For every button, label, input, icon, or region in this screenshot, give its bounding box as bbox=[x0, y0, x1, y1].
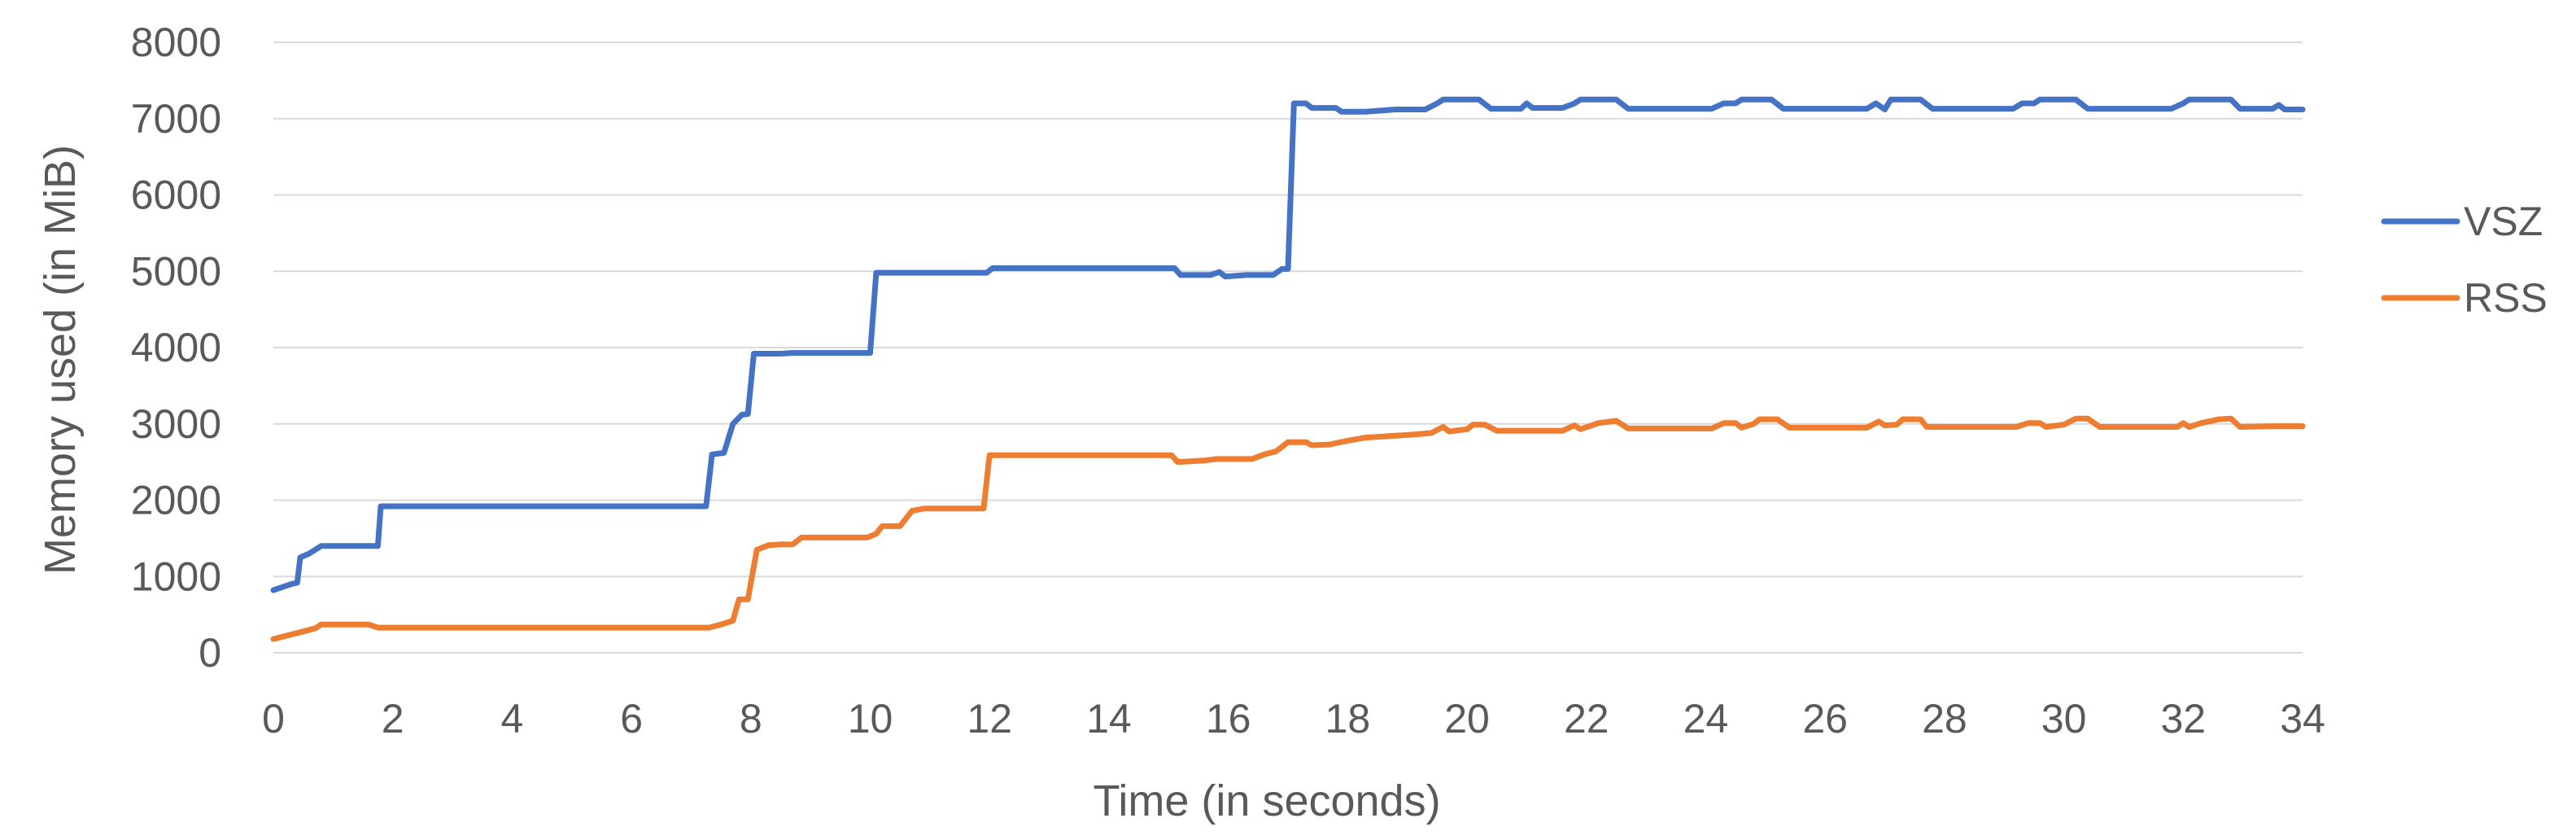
y-tick-label: 8000 bbox=[131, 20, 221, 65]
x-tick-label: 34 bbox=[2280, 696, 2325, 742]
x-tick-label: 14 bbox=[1086, 696, 1132, 742]
y-tick-label: 7000 bbox=[131, 96, 221, 142]
y-tick-label: 1000 bbox=[131, 553, 221, 599]
y-tick-label: 4000 bbox=[131, 325, 221, 370]
x-tick-label: 2 bbox=[382, 696, 404, 742]
y-axis-title: Memory used (in MiB) bbox=[36, 145, 85, 575]
x-tick-label: 26 bbox=[1802, 696, 1848, 742]
x-tick-label: 30 bbox=[2041, 696, 2087, 742]
y-tick-label: 2000 bbox=[131, 478, 221, 523]
x-tick-label: 12 bbox=[967, 696, 1012, 742]
x-tick-label: 32 bbox=[2160, 696, 2206, 742]
legend: VSZ RSS bbox=[2381, 199, 2548, 321]
legend-label: RSS bbox=[2464, 275, 2548, 321]
x-tick-label: 6 bbox=[620, 696, 643, 742]
y-tick-label: 6000 bbox=[131, 173, 221, 218]
x-tick-label: 4 bbox=[501, 696, 524, 742]
series-line-rss bbox=[270, 415, 2306, 642]
legend-label: VSZ bbox=[2464, 199, 2543, 244]
x-axis-ticks: 0 2 4 6 8 10 12 14 16 18 20 22 24 26 28 30 32 34 bbox=[262, 696, 2325, 742]
y-tick-label: 0 bbox=[199, 630, 221, 676]
x-tick-label: 22 bbox=[1564, 696, 1609, 742]
y-axis-ticks: 0 1000 2000 3000 4000 5000 6000 7000 8000 bbox=[131, 20, 221, 676]
x-tick-label: 0 bbox=[262, 696, 285, 742]
gridlines bbox=[273, 42, 2303, 654]
y-tick-label: 5000 bbox=[131, 248, 221, 294]
x-tick-label: 10 bbox=[848, 696, 893, 742]
series-lines bbox=[270, 96, 2306, 642]
x-axis-title: Time (in seconds) bbox=[1093, 777, 1440, 825]
x-tick-label: 24 bbox=[1683, 696, 1729, 742]
x-tick-label: 8 bbox=[740, 696, 762, 742]
x-tick-label: 16 bbox=[1206, 696, 1251, 742]
x-tick-label: 18 bbox=[1325, 696, 1371, 742]
y-tick-label: 3000 bbox=[131, 401, 221, 447]
x-tick-label: 20 bbox=[1444, 696, 1490, 742]
x-tick-label: 28 bbox=[1922, 696, 1967, 742]
series-line-vsz bbox=[270, 96, 2306, 593]
